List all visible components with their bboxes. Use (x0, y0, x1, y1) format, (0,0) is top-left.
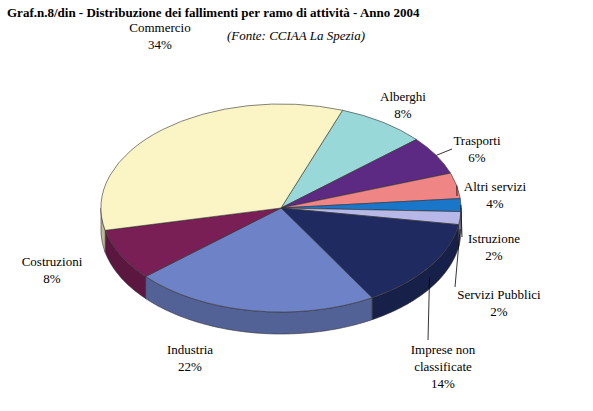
data-label: 6% (468, 150, 486, 165)
category-label: Industria (167, 342, 213, 357)
leader-line (455, 229, 460, 287)
leader-line (461, 205, 462, 237)
data-label: 2% (485, 248, 503, 263)
category-label: Istruzione (468, 231, 520, 246)
subtitle: (Fonte: CCIAA La Spezia) (227, 28, 365, 43)
data-label: 22% (178, 359, 202, 374)
data-label: 4% (486, 196, 504, 211)
data-label: 34% (148, 37, 172, 52)
chart: Graf.n.8/din - Distribuzione dei fallime… (0, 0, 593, 411)
category-label: Servizi Pubblici (457, 287, 541, 302)
data-label: 8% (43, 271, 61, 286)
category-label: Costruzioni (22, 254, 83, 269)
data-label: 8% (394, 106, 412, 121)
data-label: 2% (490, 304, 508, 319)
labels: Alberghi 8% Trasporti 6% Altri servizi 4% Istr… (22, 20, 541, 391)
title: Graf.n.8/din - Distribuzione dei fallime… (7, 5, 420, 20)
category-label: Trasporti (453, 133, 501, 148)
data-label: 14% (431, 376, 455, 391)
category-label: Alberghi (380, 89, 426, 104)
leader-line (436, 149, 452, 155)
category-label: Imprese nonclassificate (411, 342, 476, 374)
leader-line (456, 186, 457, 196)
category-label: Altri servizi (464, 179, 527, 194)
category-label: Commercio (129, 20, 190, 35)
pie (101, 104, 461, 334)
slice (101, 104, 343, 230)
leader-line (428, 278, 430, 340)
